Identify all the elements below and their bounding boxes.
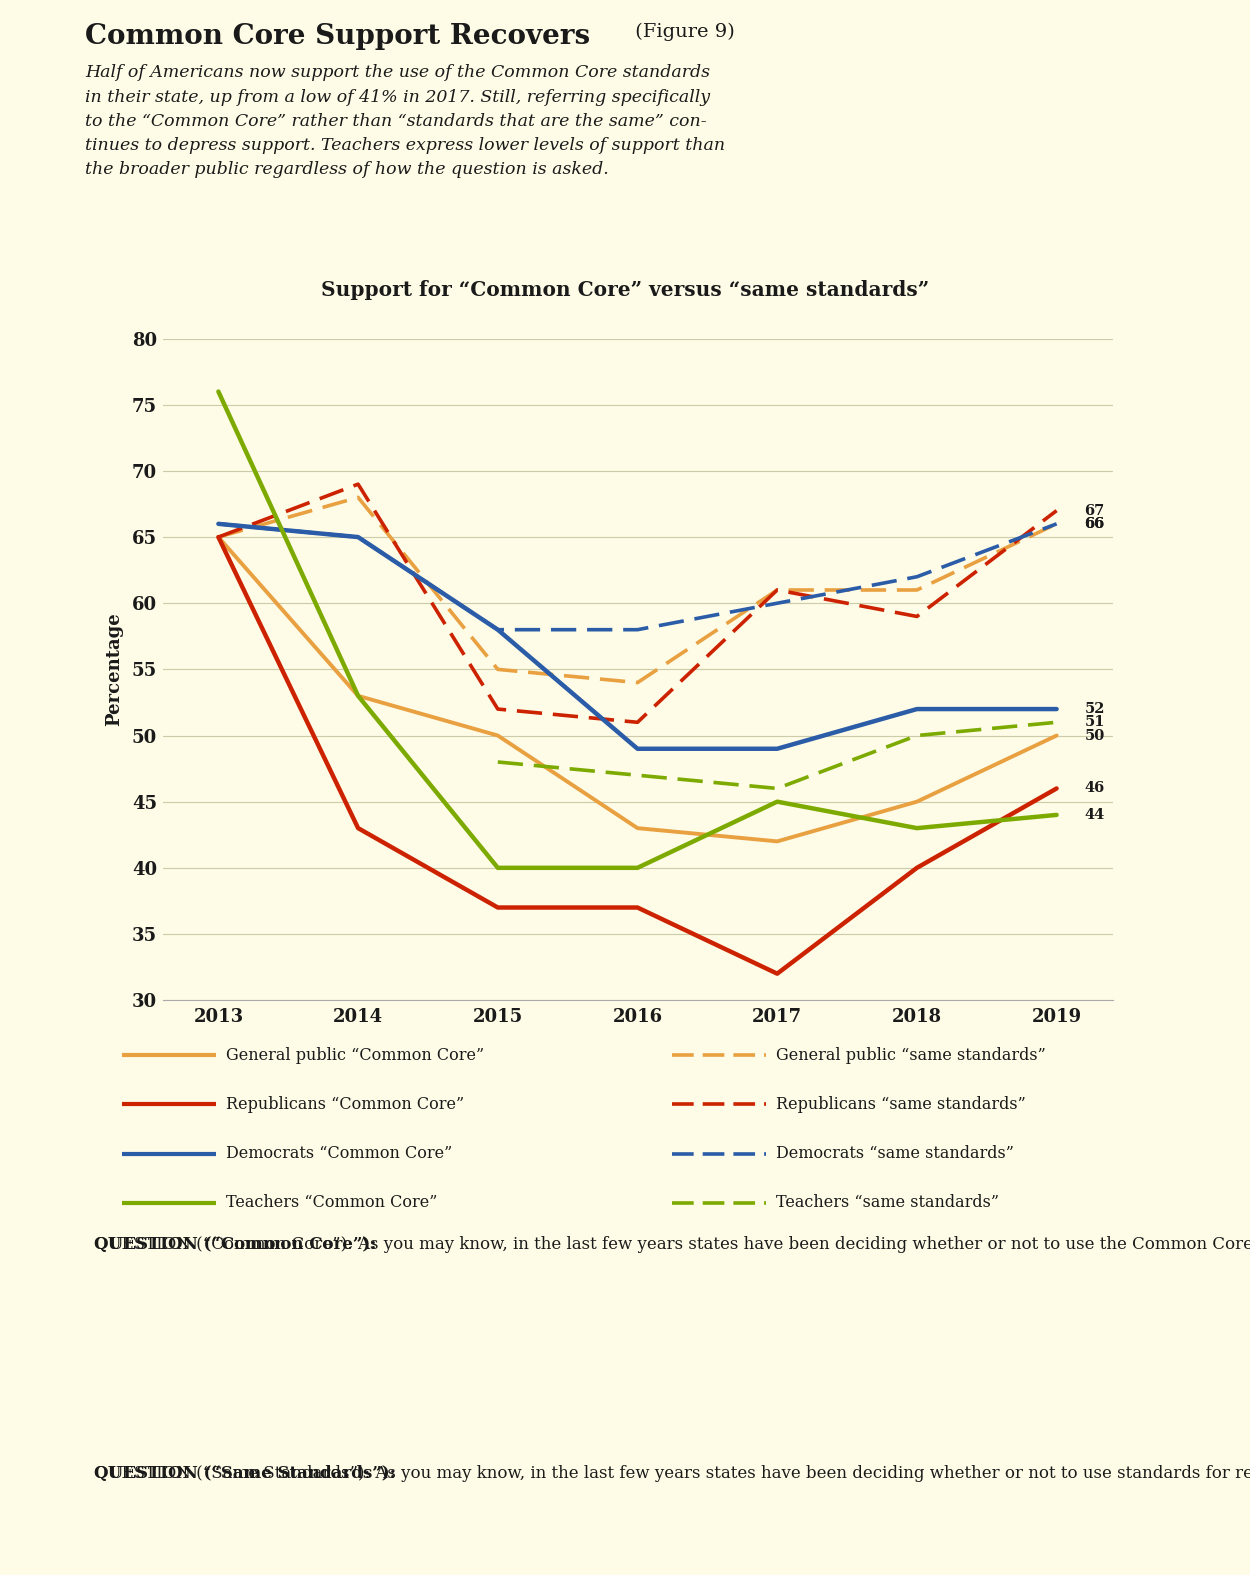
Text: 51: 51 [1085, 715, 1105, 729]
Text: 67: 67 [1085, 504, 1105, 518]
Text: 66: 66 [1085, 517, 1105, 531]
Text: Democrats “Common Core”: Democrats “Common Core” [226, 1145, 452, 1162]
Text: 46: 46 [1085, 781, 1105, 795]
Text: General public “Common Core”: General public “Common Core” [226, 1047, 485, 1063]
Text: Teachers “same standards”: Teachers “same standards” [776, 1194, 1000, 1211]
Text: 66: 66 [1085, 517, 1105, 531]
Text: General public “same standards”: General public “same standards” [776, 1047, 1046, 1063]
Text: Common Core Support Recovers: Common Core Support Recovers [85, 24, 590, 50]
Text: Democrats “same standards”: Democrats “same standards” [776, 1145, 1015, 1162]
Text: QUESTION (“Same Standards”): As you may know, in the last few years states have : QUESTION (“Same Standards”): As you may … [94, 1465, 1250, 1482]
Text: 50: 50 [1085, 729, 1105, 742]
Text: 44: 44 [1085, 808, 1105, 822]
Text: Republicans “Common Core”: Republicans “Common Core” [226, 1096, 465, 1114]
Text: Half of Americans now support the use of the Common Core standards
in their stat: Half of Americans now support the use of… [85, 65, 725, 178]
Text: (Figure 9): (Figure 9) [629, 24, 735, 41]
Text: QUESTION (“Common Core”): As you may know, in the last few years states have bee: QUESTION (“Common Core”): As you may kno… [94, 1236, 1250, 1254]
Text: Teachers “Common Core”: Teachers “Common Core” [226, 1194, 438, 1211]
Text: Support for “Common Core” versus “same standards”: Support for “Common Core” versus “same s… [321, 280, 929, 299]
Text: Republicans “same standards”: Republicans “same standards” [776, 1096, 1026, 1114]
Text: QUESTION (“Same Standards”):: QUESTION (“Same Standards”): [94, 1465, 395, 1482]
Text: 52: 52 [1085, 702, 1105, 717]
Y-axis label: Percentage: Percentage [105, 613, 124, 726]
Text: QUESTION (“Common Core”):: QUESTION (“Common Core”): [94, 1236, 376, 1254]
